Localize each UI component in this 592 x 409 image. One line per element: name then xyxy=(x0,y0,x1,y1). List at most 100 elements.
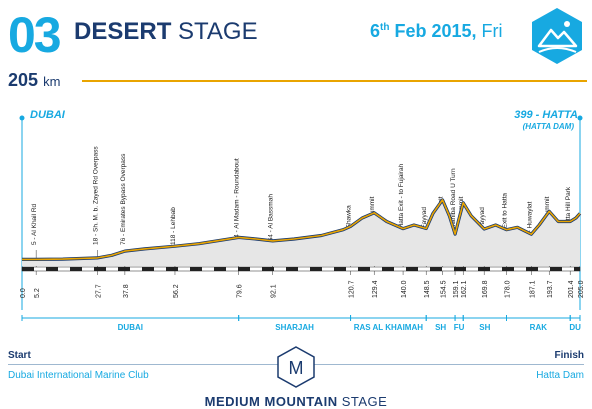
km-bar-segment xyxy=(490,267,502,271)
km-tick-label: 5.2 xyxy=(34,288,41,298)
km-bar-segment xyxy=(226,267,238,271)
km-bar-segment xyxy=(130,267,142,271)
km-bar-segment xyxy=(514,267,526,271)
region-label: SH xyxy=(479,323,490,332)
km-bar-segment xyxy=(502,267,514,271)
km-tick-label: 205.0 xyxy=(578,280,585,298)
km-bar-frame xyxy=(21,266,581,272)
km-bar-segment xyxy=(118,267,130,271)
date-day: 6 xyxy=(370,21,381,41)
start-pole-cap xyxy=(19,115,25,121)
km-bar-segment xyxy=(358,267,370,271)
km-bar-segment xyxy=(370,267,382,271)
km-bar-segment xyxy=(46,267,58,271)
stage-title-bold: DESERT xyxy=(74,18,172,45)
distance-value: 205 xyxy=(8,70,39,90)
badge-letter: M xyxy=(289,358,304,378)
km-bar-segment xyxy=(166,267,178,271)
km-bar-segment xyxy=(58,267,70,271)
km-bar-segment xyxy=(538,267,550,271)
km-tick-label: 37.8 xyxy=(123,284,130,298)
km-bar-segment xyxy=(454,267,466,271)
region-label: FU xyxy=(454,323,465,332)
km-bar-segment xyxy=(70,267,82,271)
distance-unit: km xyxy=(43,74,61,89)
km-bar-segment xyxy=(298,267,310,271)
km-bar-segment xyxy=(202,267,214,271)
km-tick-label: 27.7 xyxy=(95,284,102,298)
km-tick-label: 154.5 xyxy=(441,280,448,298)
stage-header: 03 DESERT STAGE 6th Feb 2015, Fri 205 km xyxy=(0,0,592,100)
km-tick-label: 178.0 xyxy=(505,280,512,298)
km-tick-label: 187.1 xyxy=(529,280,536,298)
km-bar-segment xyxy=(322,267,334,271)
km-tick-label: 148.5 xyxy=(424,280,431,298)
km-bar-segment xyxy=(34,267,46,271)
stage-date: 6th Feb 2015, Fri xyxy=(370,22,503,40)
km-bar-segment xyxy=(274,267,286,271)
km-tick-label: 79.6 xyxy=(237,284,244,298)
landmark-label: 222 - Mahlba Road U Turn xyxy=(450,168,457,245)
km-bar-segment xyxy=(22,267,34,271)
stage-title-light: STAGE xyxy=(178,18,258,45)
landmark-label: 288 - Shawka xyxy=(346,205,353,245)
km-bar-segment xyxy=(262,267,274,271)
km-bar-segment xyxy=(250,267,262,271)
km-bar-segment xyxy=(466,267,478,271)
km-tick-label: 162.1 xyxy=(461,280,468,298)
region-label: RAS AL KHAIMAH xyxy=(354,323,424,332)
finish-subtitle: (HATTA DAM) xyxy=(522,122,574,131)
date-rest: Feb 2015, xyxy=(394,21,477,41)
stage-number: 03 xyxy=(8,7,62,63)
km-bar-segment xyxy=(550,267,562,271)
km-tick-label: 120.7 xyxy=(349,280,356,298)
stage-type-bold: MEDIUM MOUNTAIN xyxy=(204,394,338,409)
landmark-label: 330 - Hatta Hill Park xyxy=(565,186,572,245)
km-tick-label: 201.4 xyxy=(568,280,575,298)
km-bar-segment xyxy=(430,267,442,271)
landmark-label: 5 - Al Khail Rd xyxy=(31,203,38,245)
finish-pole-cap xyxy=(577,115,583,121)
stage-title: DESERT STAGE xyxy=(74,20,258,44)
landmark-label: 76 - Emirates Bypass Overpass xyxy=(120,153,127,245)
km-bar-segment xyxy=(178,267,190,271)
km-bar-segment xyxy=(286,267,298,271)
start-label: Start xyxy=(8,350,31,361)
stage-type: MEDIUM MOUNTAIN STAGE xyxy=(0,394,592,409)
km-bar-segment xyxy=(106,267,118,271)
km-bar-segment xyxy=(94,267,106,271)
landmark-label: 118 - Lehbab xyxy=(170,207,177,245)
region-label: SHARJAH xyxy=(275,323,314,332)
km-bar-segment xyxy=(394,267,406,271)
date-suffix: th xyxy=(380,22,390,33)
km-bar-segment xyxy=(214,267,226,271)
medium-mountain-badge-icon: M xyxy=(277,346,315,388)
landmark-label: 164 - Al Bassmah xyxy=(268,194,275,245)
km-bar-segment xyxy=(406,267,418,271)
region-label: SH xyxy=(435,323,446,332)
landmark-label: 18 - Sh. M. b. Zayed Rd Overpass xyxy=(92,146,99,245)
km-bar-segment xyxy=(334,267,346,271)
desert-mountain-icon xyxy=(532,8,582,64)
km-tick-label: 159.1 xyxy=(453,280,460,298)
date-weekday: Fri xyxy=(481,21,503,41)
km-tick-label: 92.1 xyxy=(271,284,278,298)
start-place: Dubai International Marine Club xyxy=(8,370,149,381)
km-bar-segment xyxy=(142,267,154,271)
stage-distance: 205 km xyxy=(8,70,60,91)
km-bar-segment xyxy=(478,267,490,271)
km-bar-segment xyxy=(82,267,94,271)
landmark-label: 221 - Huwaylat xyxy=(526,201,533,245)
landmark-label: 194 - Al Madam - Roundabout xyxy=(234,158,241,245)
km-tick-label: 193.7 xyxy=(547,280,554,298)
km-bar-segment xyxy=(562,267,574,271)
region-label: DUBAI xyxy=(118,323,143,332)
km-bar-segment xyxy=(190,267,202,271)
km-tick-label: 0.0 xyxy=(20,288,27,298)
elevation-line xyxy=(22,199,581,261)
finish-place: Hatta Dam xyxy=(536,370,584,381)
km-bar-segment xyxy=(154,267,166,271)
landmark-label: 270 - Fayyad xyxy=(421,207,428,245)
km-bar-segment xyxy=(238,267,250,271)
km-bar-segment xyxy=(442,267,454,271)
